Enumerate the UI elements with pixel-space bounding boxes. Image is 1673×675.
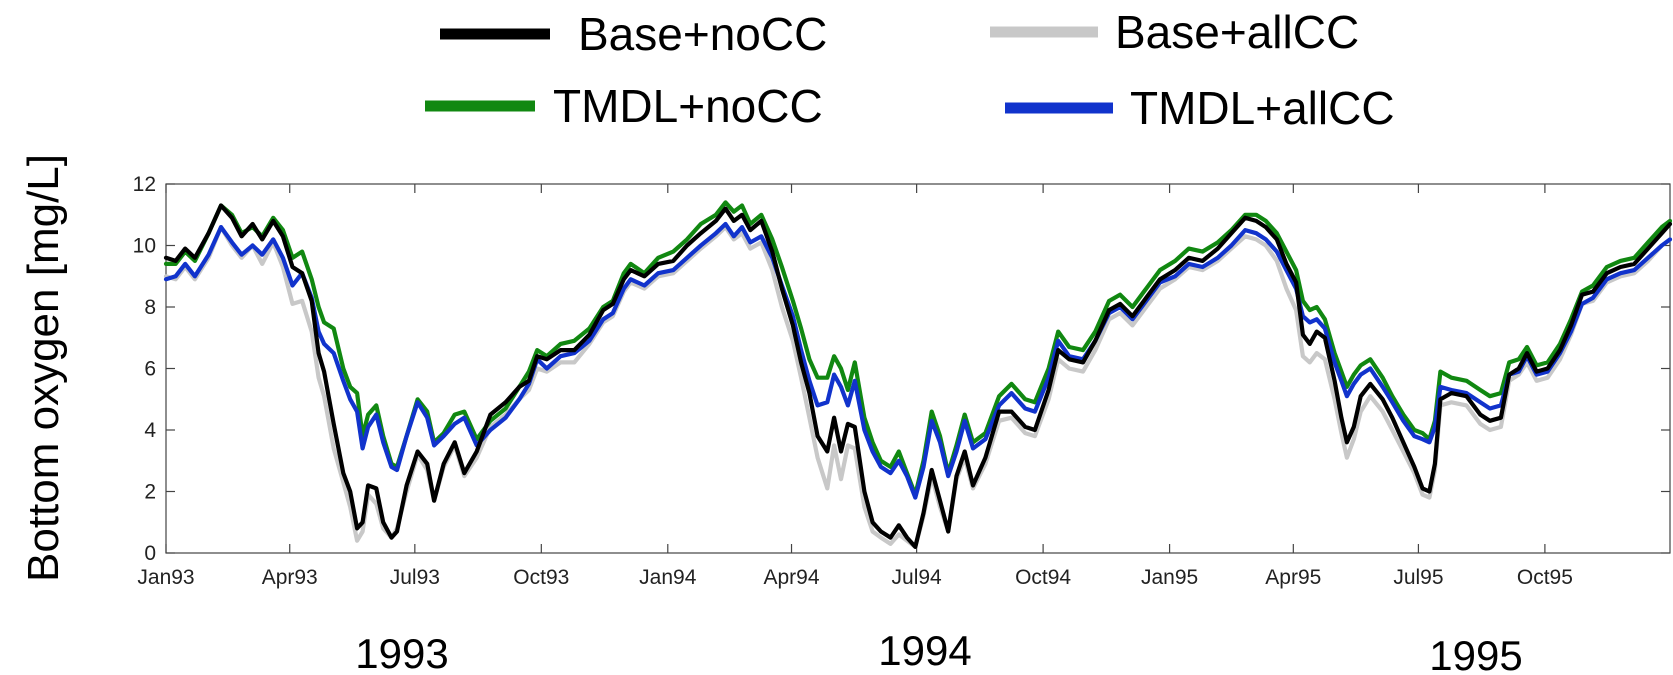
series-lines — [163, 200, 1673, 550]
y-tick-label: 0 — [144, 542, 156, 565]
y-tick-label: 10 — [133, 235, 156, 258]
year-labels: 1993 1994 1995 — [355, 627, 1522, 675]
legend-entry-tmdl-nocc: TMDL+noCC — [425, 80, 823, 132]
series-line-tmdl-allcc — [163, 221, 1673, 500]
series-line-base-nocc — [163, 203, 1673, 550]
legend-label-tmdl-allcc: TMDL+allCC — [1130, 82, 1395, 134]
y-axis-ticks: 0 2 4 6 8 10 12 — [133, 173, 1670, 565]
plot-area: 0 2 4 6 8 10 12 Jan93 Apr93 Jul93 Oct93 Jan94 Apr94… — [133, 173, 1673, 589]
x-tick-label: Jan95 — [1141, 566, 1198, 589]
legend: Base+noCC Base+allCC TMDL+noCC TMDL+allC… — [425, 6, 1395, 134]
y-tick-label: 6 — [144, 358, 156, 381]
legend-label-tmdl-nocc: TMDL+noCC — [553, 80, 823, 132]
year-label-1995: 1995 — [1429, 632, 1522, 675]
year-label-1994: 1994 — [878, 627, 971, 674]
series-line-tmdl-nocc — [163, 200, 1673, 497]
x-axis-ticks: Jan93 Apr93 Jul93 Oct93 Jan94 Apr94 Jul94 Oct94… — [137, 184, 1573, 589]
x-tick-label: Apr95 — [1265, 566, 1321, 589]
x-tick-label: Oct95 — [1517, 566, 1573, 589]
legend-label-base-allcc: Base+allCC — [1115, 6, 1359, 58]
legend-entry-base-allcc: Base+allCC — [990, 6, 1359, 58]
y-tick-label: 12 — [133, 173, 156, 196]
x-tick-label: Oct93 — [513, 566, 569, 589]
x-tick-label: Jul93 — [390, 566, 440, 589]
legend-entry-base-nocc: Base+noCC — [440, 8, 827, 60]
legend-label-base-nocc: Base+noCC — [578, 8, 827, 60]
y-tick-label: 8 — [144, 296, 156, 319]
y-axis-label: Bottom oxygen [mg/L] — [19, 154, 68, 582]
x-tick-label: Jan94 — [639, 566, 697, 589]
x-tick-label: Oct94 — [1015, 566, 1071, 589]
y-tick-label: 2 — [144, 481, 156, 504]
year-label-1993: 1993 — [355, 630, 448, 675]
x-tick-label: Apr93 — [262, 566, 318, 589]
x-tick-label: Apr94 — [763, 566, 819, 589]
x-tick-label: Jul94 — [892, 566, 943, 589]
x-tick-label: Jul95 — [1393, 566, 1443, 589]
y-tick-label: 4 — [144, 419, 156, 442]
plot-frame — [165, 183, 1671, 554]
x-tick-label: Jan93 — [137, 566, 194, 589]
legend-entry-tmdl-allcc: TMDL+allCC — [1005, 82, 1395, 134]
